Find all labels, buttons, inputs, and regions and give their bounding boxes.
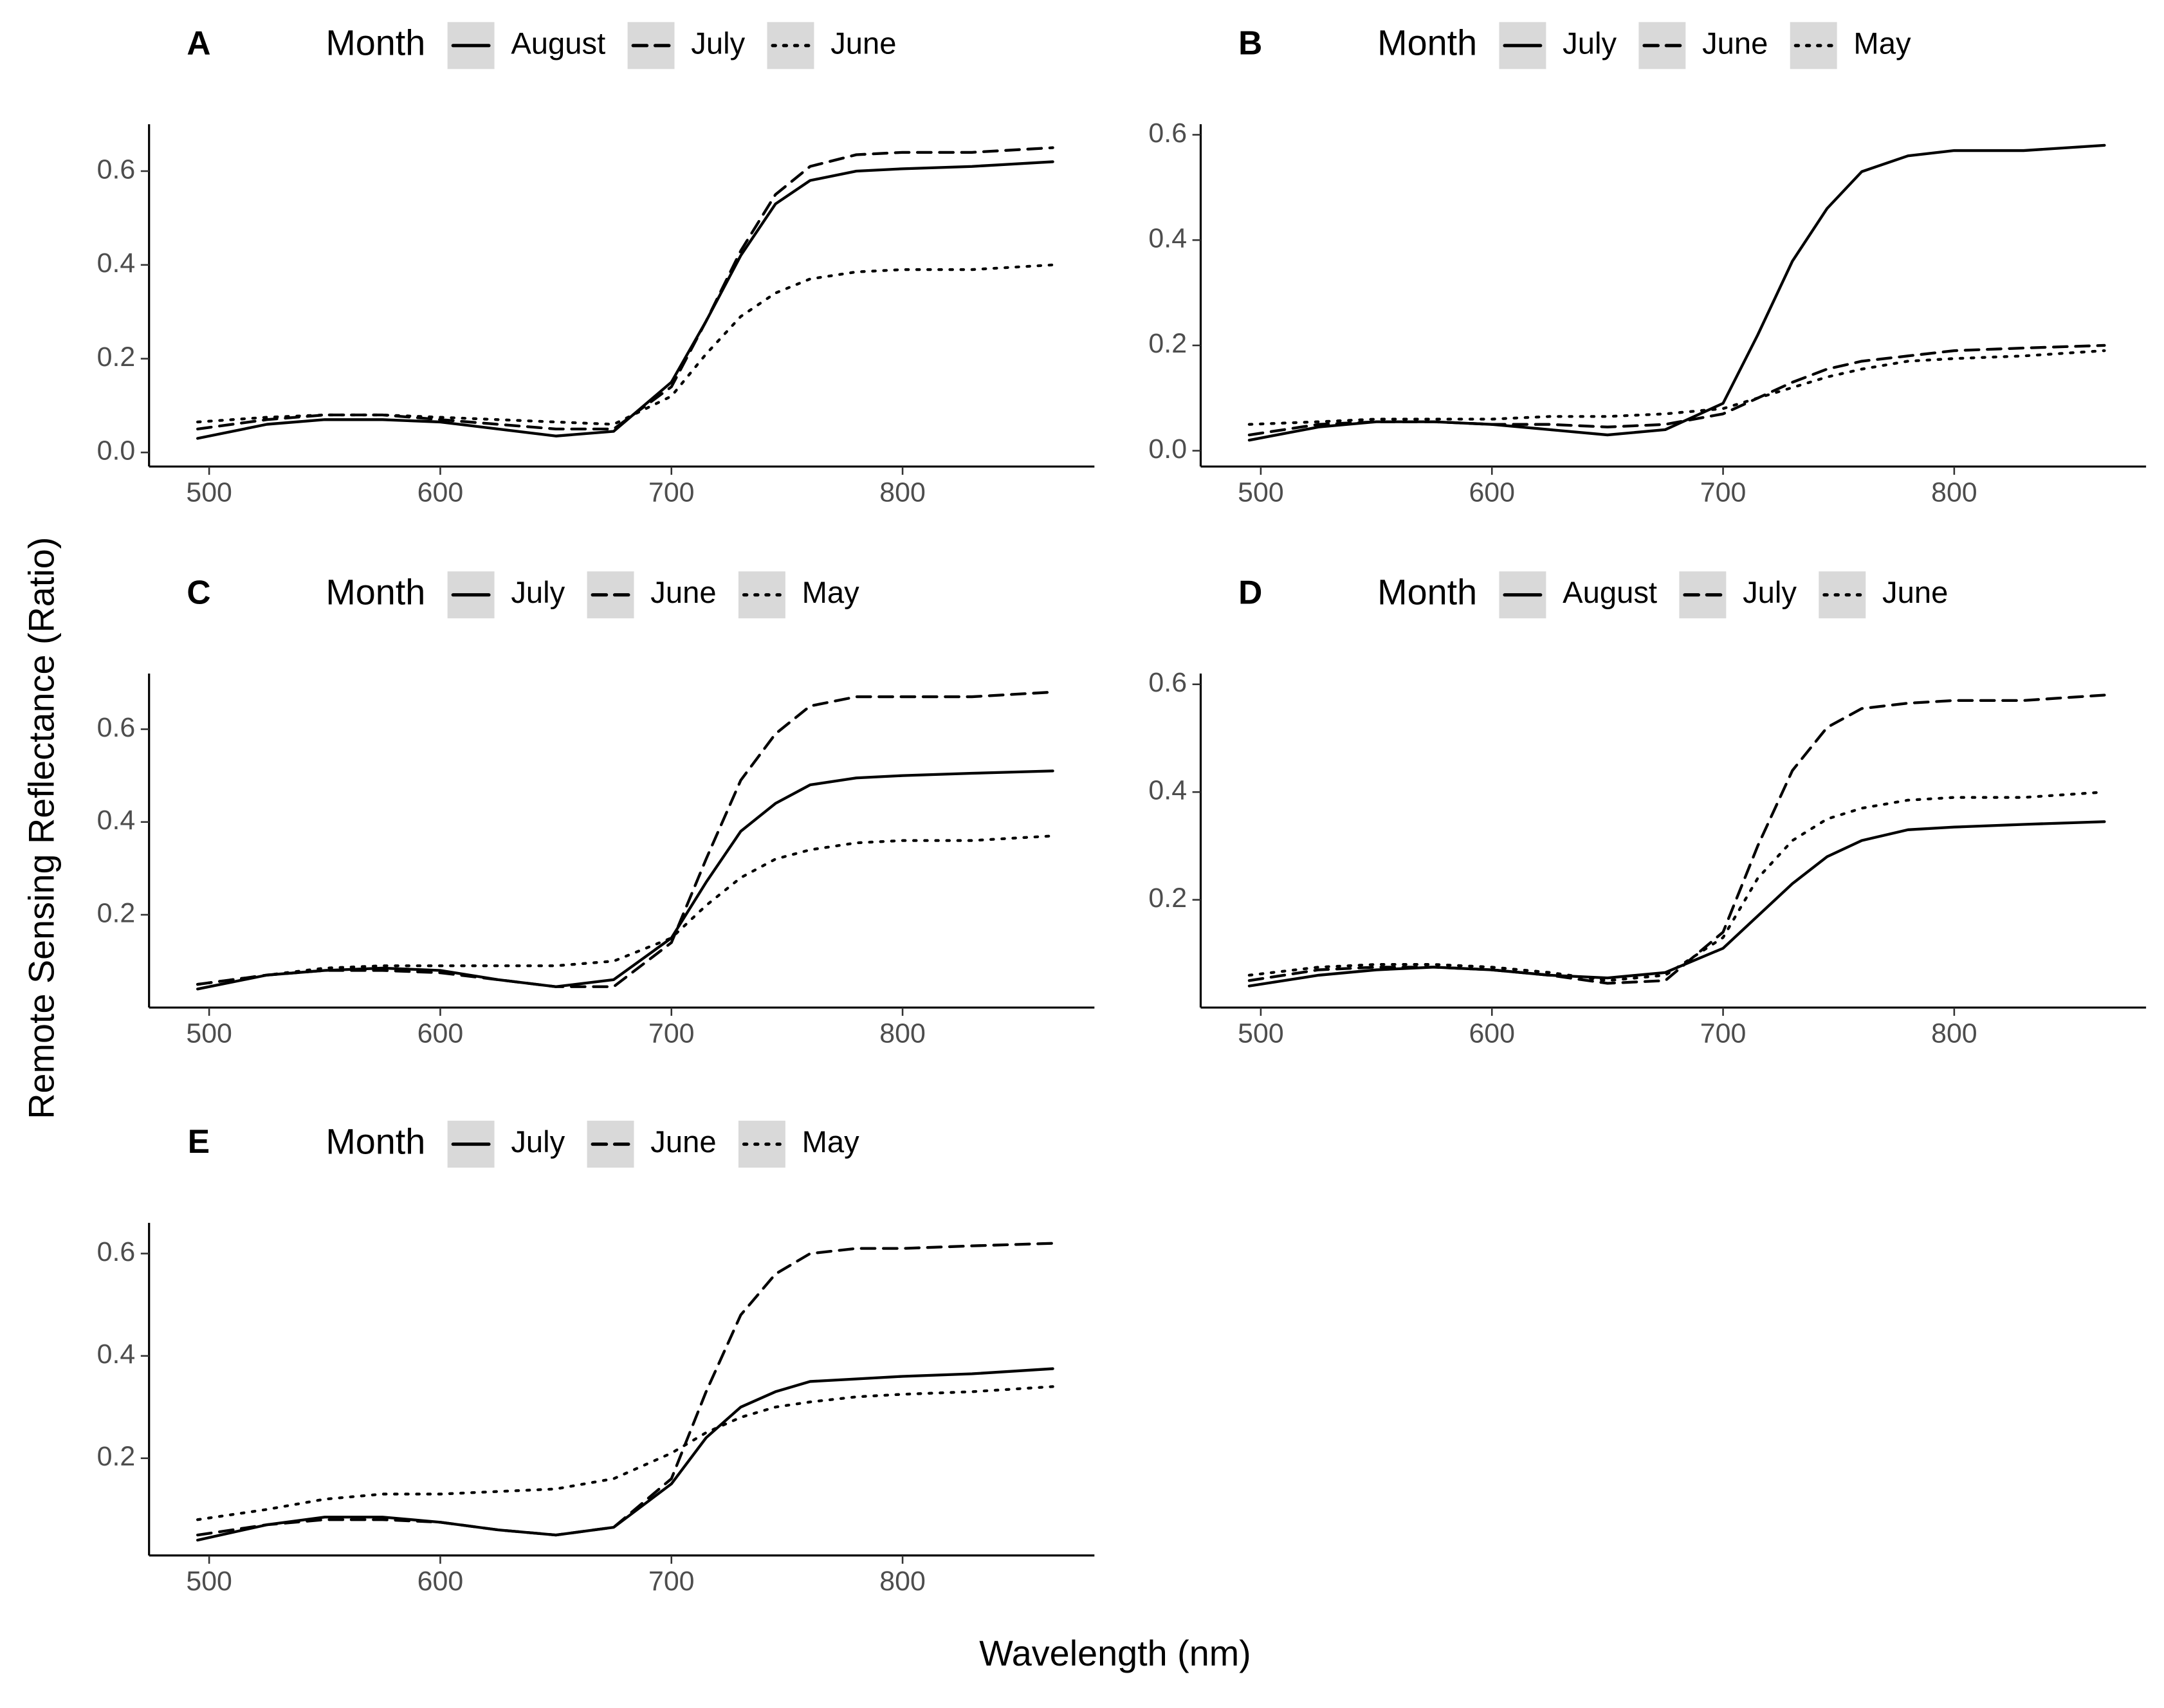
panel-title: A	[187, 24, 210, 61]
series-line	[196, 160, 1054, 440]
x-tick-label: 700	[648, 1018, 695, 1049]
x-tick-label: 800	[879, 1018, 926, 1049]
y-axis-title: Remote Sensing Reflectance (Ratio)	[21, 537, 61, 1119]
legend-title: Month	[326, 1121, 425, 1161]
x-tick-label: 500	[1238, 477, 1284, 508]
panel: 500 600 700 800 0.2 0.4 0.6 D Month August July Jun…	[1148, 571, 2147, 1049]
x-tick-label: 500	[186, 477, 232, 508]
panel-title: B	[1238, 24, 1262, 61]
x-tick-label: 600	[417, 477, 464, 508]
legend-label: July	[1743, 576, 1797, 610]
x-tick-label: 600	[1469, 477, 1515, 508]
legend-label: June	[650, 576, 716, 610]
legend-label: July	[511, 1125, 565, 1159]
y-tick-label: 0.6	[97, 154, 136, 185]
series-line	[1247, 693, 2106, 985]
y-tick-label: 0.2	[97, 342, 136, 372]
x-tick-label: 800	[879, 477, 926, 508]
series-line	[1247, 791, 2106, 982]
panel: 500 600 700 800 0.0 0.2 0.4 0.6 A Month August July…	[97, 22, 1095, 508]
y-tick-label: 0.4	[1148, 223, 1187, 254]
legend-label: August	[511, 26, 605, 60]
legend-label: June	[830, 26, 896, 60]
x-tick-label: 500	[1238, 1018, 1284, 1049]
y-tick-label: 0.4	[97, 805, 136, 836]
legend-label: May	[802, 576, 860, 610]
series-line	[196, 1385, 1054, 1521]
panel: 500 600 700 800 0.0 0.2 0.4 0.6 B Month July June Ma…	[1148, 22, 2147, 508]
y-tick-label: 0.0	[1148, 434, 1187, 464]
legend-title: Month	[1377, 572, 1477, 612]
panel: 500 600 700 800 0.2 0.4 0.6 E Month July June May	[97, 1121, 1095, 1597]
x-axis-title: Wavelength (nm)	[979, 1633, 1251, 1673]
y-tick-label: 0.6	[1148, 118, 1187, 149]
legend-label: June	[650, 1125, 716, 1159]
legend-label: July	[511, 576, 565, 610]
series-line	[196, 1367, 1054, 1542]
legend-label: June	[1882, 576, 1948, 610]
x-tick-label: 500	[186, 1018, 232, 1049]
x-tick-label: 700	[648, 1566, 695, 1597]
y-tick-label: 0.2	[1148, 328, 1187, 359]
legend-label: August	[1563, 576, 1657, 610]
series-line	[196, 834, 1054, 986]
series-line	[196, 263, 1054, 426]
series-line	[1247, 344, 2106, 437]
y-tick-label: 0.2	[1148, 883, 1187, 914]
x-tick-label: 500	[186, 1566, 232, 1597]
x-tick-label: 700	[648, 477, 695, 508]
x-tick-label: 800	[1931, 1018, 1977, 1049]
panel: 500 600 700 800 0.2 0.4 0.6 C Month July June May	[97, 571, 1095, 1049]
legend-label: May	[1853, 26, 1911, 60]
y-tick-label: 0.2	[97, 1441, 136, 1472]
series-line	[196, 1242, 1054, 1537]
y-tick-label: 0.0	[97, 436, 136, 466]
legend-label: May	[802, 1125, 860, 1159]
panel-title: D	[1238, 573, 1262, 611]
panel-title: E	[188, 1123, 210, 1160]
x-tick-label: 800	[1931, 477, 1977, 508]
panel-title: C	[187, 573, 210, 611]
series-line	[196, 690, 1054, 988]
y-tick-label: 0.2	[97, 897, 136, 928]
legend-label: June	[1702, 26, 1768, 60]
legend-label: July	[691, 26, 745, 60]
legend-label: July	[1563, 26, 1617, 60]
y-tick-label: 0.6	[97, 1236, 136, 1267]
y-tick-label: 0.6	[97, 712, 136, 743]
legend-title: Month	[326, 23, 425, 63]
x-tick-label: 600	[417, 1018, 464, 1049]
y-tick-label: 0.6	[1148, 667, 1187, 698]
y-tick-label: 0.4	[97, 248, 136, 279]
series-line	[196, 769, 1054, 991]
y-tick-label: 0.4	[1148, 775, 1187, 806]
x-tick-label: 700	[1700, 477, 1747, 508]
legend-title: Month	[326, 572, 425, 612]
legend-title: Month	[1377, 23, 1477, 63]
series-line	[1247, 349, 2106, 426]
y-tick-label: 0.4	[97, 1339, 136, 1370]
x-tick-label: 700	[1700, 1018, 1747, 1049]
x-tick-label: 800	[879, 1566, 926, 1597]
x-tick-label: 600	[417, 1566, 464, 1597]
x-tick-label: 600	[1469, 1018, 1515, 1049]
